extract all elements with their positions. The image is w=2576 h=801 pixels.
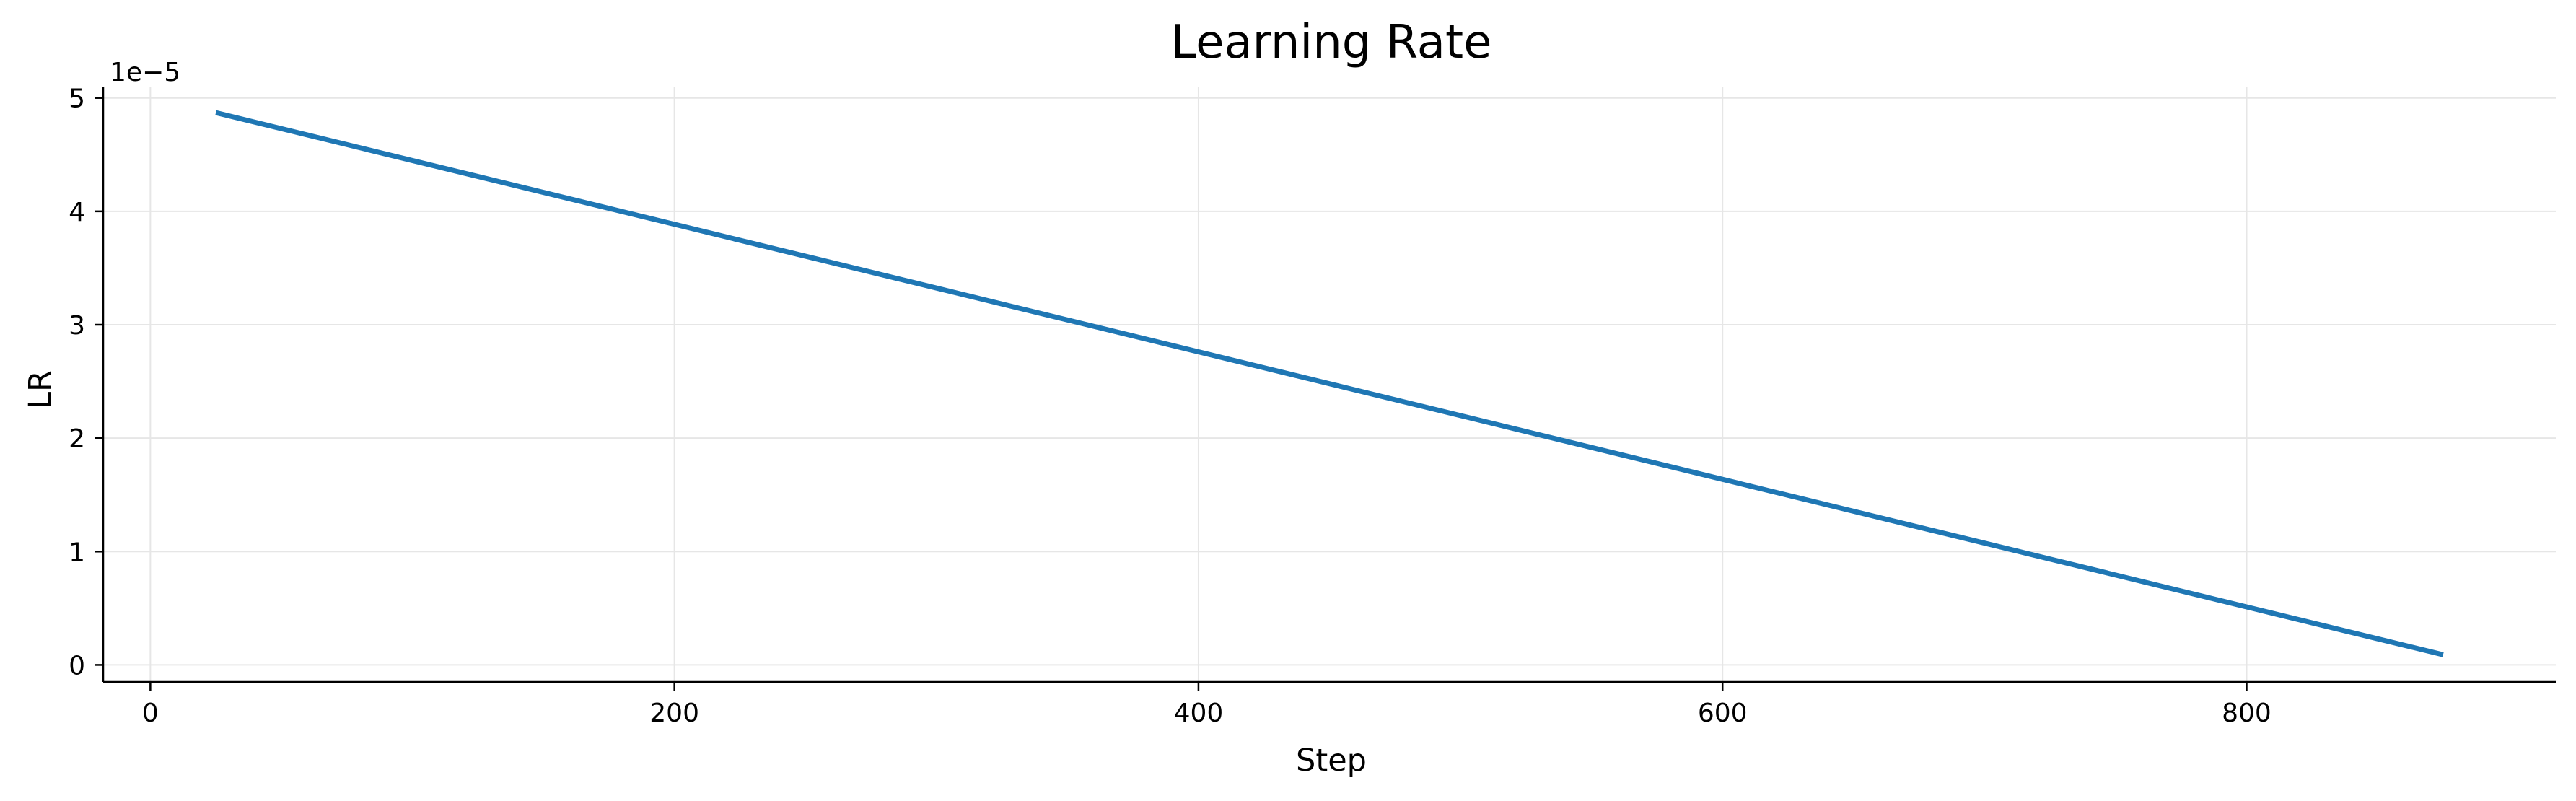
y-scale-label: 1e−5 [110, 58, 180, 87]
y-tick-label: 4 [69, 198, 85, 227]
grid [103, 87, 2556, 682]
y-tick-label: 1 [69, 538, 85, 567]
x-tick-label: 400 [1174, 699, 1224, 728]
y-tick-label: 2 [69, 424, 85, 454]
x-tick-label: 200 [649, 699, 699, 728]
x-tick-label: 0 [142, 699, 159, 728]
ticks: 0 200 400 600 800 0 1 2 3 4 5 [69, 84, 2271, 728]
y-axis-label: LR [22, 370, 58, 409]
y-tick-label: 0 [69, 651, 85, 680]
series-group [215, 110, 2444, 657]
series-line [215, 110, 2444, 657]
axes [102, 87, 2556, 683]
x-axis-label: Step [1296, 743, 1367, 779]
chart-title: Learning Rate [1171, 16, 1492, 69]
x-tick-label: 600 [1698, 699, 1748, 728]
y-tick-label: 3 [69, 311, 85, 341]
x-tick-label: 800 [2222, 699, 2271, 728]
y-tick-label: 5 [69, 84, 85, 114]
